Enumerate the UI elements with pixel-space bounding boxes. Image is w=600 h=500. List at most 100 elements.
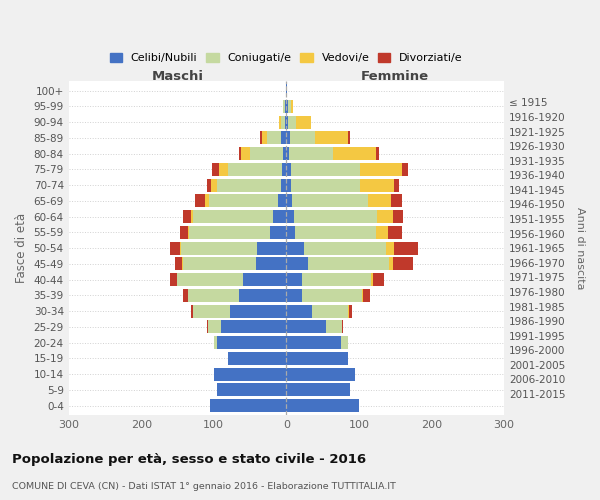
- Bar: [376, 226, 388, 239]
- Bar: [333, 147, 376, 160]
- Bar: [368, 194, 391, 207]
- Bar: [288, 100, 290, 113]
- Bar: [286, 320, 326, 334]
- Bar: [388, 226, 403, 239]
- Text: COMUNE DI CEVA (CN) - Dati ISTAT 1° gennaio 2016 - Elaborazione TUTTITALIA.IT: COMUNE DI CEVA (CN) - Dati ISTAT 1° genn…: [12, 482, 396, 491]
- Bar: [386, 242, 394, 254]
- Bar: [349, 304, 352, 318]
- Bar: [286, 399, 359, 412]
- Bar: [175, 258, 182, 270]
- Bar: [214, 336, 217, 349]
- Bar: [183, 258, 256, 270]
- Bar: [206, 178, 211, 192]
- Bar: [359, 178, 394, 192]
- Bar: [282, 163, 286, 176]
- Bar: [373, 273, 384, 286]
- Bar: [217, 384, 286, 396]
- Bar: [308, 258, 389, 270]
- Bar: [182, 289, 188, 302]
- Bar: [377, 210, 393, 223]
- Bar: [217, 178, 281, 192]
- Bar: [193, 210, 273, 223]
- Bar: [189, 226, 271, 239]
- Bar: [363, 289, 370, 302]
- Bar: [257, 242, 286, 254]
- Bar: [209, 194, 278, 207]
- Bar: [286, 226, 295, 239]
- Bar: [393, 210, 403, 223]
- Bar: [286, 258, 308, 270]
- Bar: [177, 273, 178, 286]
- Bar: [285, 116, 286, 128]
- Bar: [210, 399, 286, 412]
- Bar: [290, 178, 359, 192]
- Bar: [359, 163, 401, 176]
- Bar: [286, 289, 302, 302]
- Bar: [286, 84, 287, 97]
- Bar: [391, 194, 401, 207]
- Bar: [288, 116, 296, 128]
- Bar: [311, 304, 348, 318]
- Bar: [283, 100, 285, 113]
- Bar: [371, 273, 373, 286]
- Bar: [250, 147, 283, 160]
- Bar: [221, 320, 286, 334]
- Bar: [205, 194, 209, 207]
- Text: Femmine: Femmine: [361, 70, 429, 83]
- Bar: [195, 194, 205, 207]
- Bar: [279, 116, 281, 128]
- Bar: [191, 304, 193, 318]
- Bar: [362, 289, 363, 302]
- Bar: [286, 352, 348, 365]
- Bar: [286, 100, 288, 113]
- Bar: [326, 320, 342, 334]
- Bar: [178, 273, 243, 286]
- Bar: [243, 273, 286, 286]
- Bar: [182, 210, 191, 223]
- Bar: [188, 226, 189, 239]
- Bar: [214, 368, 286, 380]
- Bar: [217, 336, 286, 349]
- Bar: [268, 132, 281, 144]
- Bar: [286, 368, 355, 380]
- Bar: [286, 384, 350, 396]
- Bar: [181, 242, 257, 254]
- Bar: [182, 258, 183, 270]
- Bar: [283, 147, 286, 160]
- Bar: [239, 289, 286, 302]
- Bar: [376, 147, 379, 160]
- Bar: [260, 132, 262, 144]
- Bar: [211, 178, 217, 192]
- Bar: [401, 163, 408, 176]
- Text: Maschi: Maschi: [151, 70, 203, 83]
- Bar: [296, 116, 311, 128]
- Bar: [281, 132, 286, 144]
- Bar: [286, 336, 341, 349]
- Bar: [342, 320, 343, 334]
- Bar: [286, 273, 302, 286]
- Bar: [278, 194, 286, 207]
- Bar: [281, 178, 286, 192]
- Bar: [316, 132, 348, 144]
- Bar: [256, 258, 286, 270]
- Bar: [394, 178, 399, 192]
- Bar: [286, 163, 290, 176]
- Bar: [228, 352, 286, 365]
- Bar: [302, 289, 362, 302]
- Bar: [290, 100, 293, 113]
- Bar: [271, 226, 286, 239]
- Bar: [170, 242, 179, 254]
- Bar: [219, 163, 227, 176]
- Bar: [188, 289, 239, 302]
- Legend: Celibi/Nubili, Coniugati/e, Vedovi/e, Divorziati/e: Celibi/Nubili, Coniugati/e, Vedovi/e, Di…: [105, 48, 467, 68]
- Bar: [341, 336, 348, 349]
- Bar: [289, 147, 333, 160]
- Bar: [304, 242, 386, 254]
- Y-axis label: Anni di nascita: Anni di nascita: [575, 207, 585, 290]
- Bar: [181, 226, 188, 239]
- Bar: [290, 163, 359, 176]
- Bar: [170, 273, 177, 286]
- Bar: [389, 258, 393, 270]
- Bar: [295, 226, 376, 239]
- Bar: [286, 194, 292, 207]
